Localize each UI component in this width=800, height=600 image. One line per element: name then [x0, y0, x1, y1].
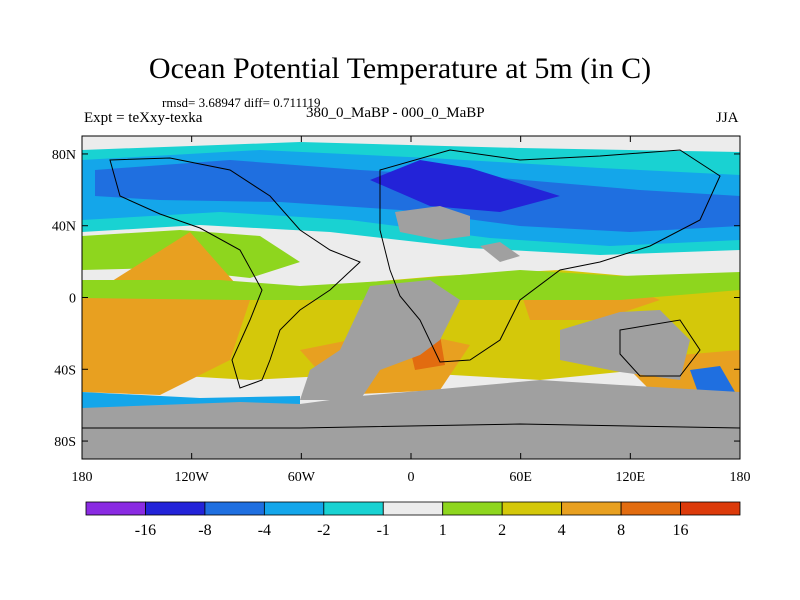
colorbar-label: 1: [439, 522, 447, 539]
lat-label: 40S: [54, 363, 76, 378]
colorbar-label: -4: [258, 522, 271, 539]
north-pacific-cold-core: [370, 160, 560, 212]
lon-label: 120W: [175, 470, 210, 485]
colorbar-label: 16: [673, 522, 689, 539]
colorbar-swatch: [442, 501, 503, 516]
colorbar: -16 -8 -4 -2 -1 1 2 4 8 16: [85, 501, 741, 539]
coastline-australia: [619, 319, 701, 377]
figure-title: Ocean Potential Temperature at 5m (in C): [148, 52, 652, 85]
land-mass-antarctic: [82, 380, 740, 459]
experiment-difference: 380_0_MaBP - 000_0_MaBP: [306, 105, 485, 121]
experiment-label: Expt = teXxy-texka: [84, 110, 203, 126]
colorbar-swatch: [85, 501, 146, 516]
colorbar-swatch: [501, 501, 563, 516]
land-mass-gondwana-west: [300, 280, 460, 400]
colorbar-swatch: [323, 501, 384, 516]
colorbar-label: -16: [135, 522, 156, 539]
colorbar-swatch: [263, 501, 325, 516]
lat-label: 80N: [52, 148, 76, 163]
season-label: JJA: [716, 110, 739, 126]
land-mass-gondwana-east: [560, 310, 690, 380]
colorbar-label: 2: [498, 522, 506, 539]
lon-label: 120E: [616, 470, 646, 485]
tropics-warm-band-orange: [82, 232, 250, 395]
coastline-outlines: [82, 149, 740, 429]
coastline-antarctic: [82, 423, 740, 429]
temperature-field: [82, 136, 740, 459]
lon-label: 60E: [509, 470, 532, 485]
colorbar-label: -2: [317, 522, 330, 539]
colorbar-swatch: [620, 501, 681, 516]
lon-label: 60W: [288, 470, 316, 485]
lon-label: 0: [408, 470, 415, 485]
coastline-afro-eurasia: [379, 149, 721, 363]
lon-label: 180: [72, 470, 93, 485]
colorbar-label: -8: [198, 522, 211, 539]
lon-label: 180: [730, 470, 751, 485]
colorbar-swatch: [204, 501, 265, 516]
lat-label: 80S: [54, 435, 76, 450]
rmsd-stats: rmsd= 3.68947 diff= 0.711119: [162, 95, 321, 110]
longitude-axis: 180 120W 60W 0 60E 120E 180: [72, 136, 751, 485]
colorbar-swatch: [145, 501, 206, 516]
lat-label: 0: [69, 292, 76, 307]
land-mass-north-island: [480, 242, 520, 262]
lat-label: 40N: [52, 220, 76, 235]
colorbar-label: 4: [558, 522, 566, 539]
colorbar-label: 8: [617, 522, 625, 539]
colorbar-swatch: [382, 501, 444, 516]
coastline-americas: [109, 157, 361, 389]
colorbar-swatch: [561, 501, 622, 516]
land-mass-laurentia: [395, 206, 470, 240]
colorbar-swatch: [680, 501, 741, 516]
colorbar-label: -1: [377, 522, 390, 539]
latitude-axis: 80N 40N 0 40S 80S: [52, 148, 740, 450]
